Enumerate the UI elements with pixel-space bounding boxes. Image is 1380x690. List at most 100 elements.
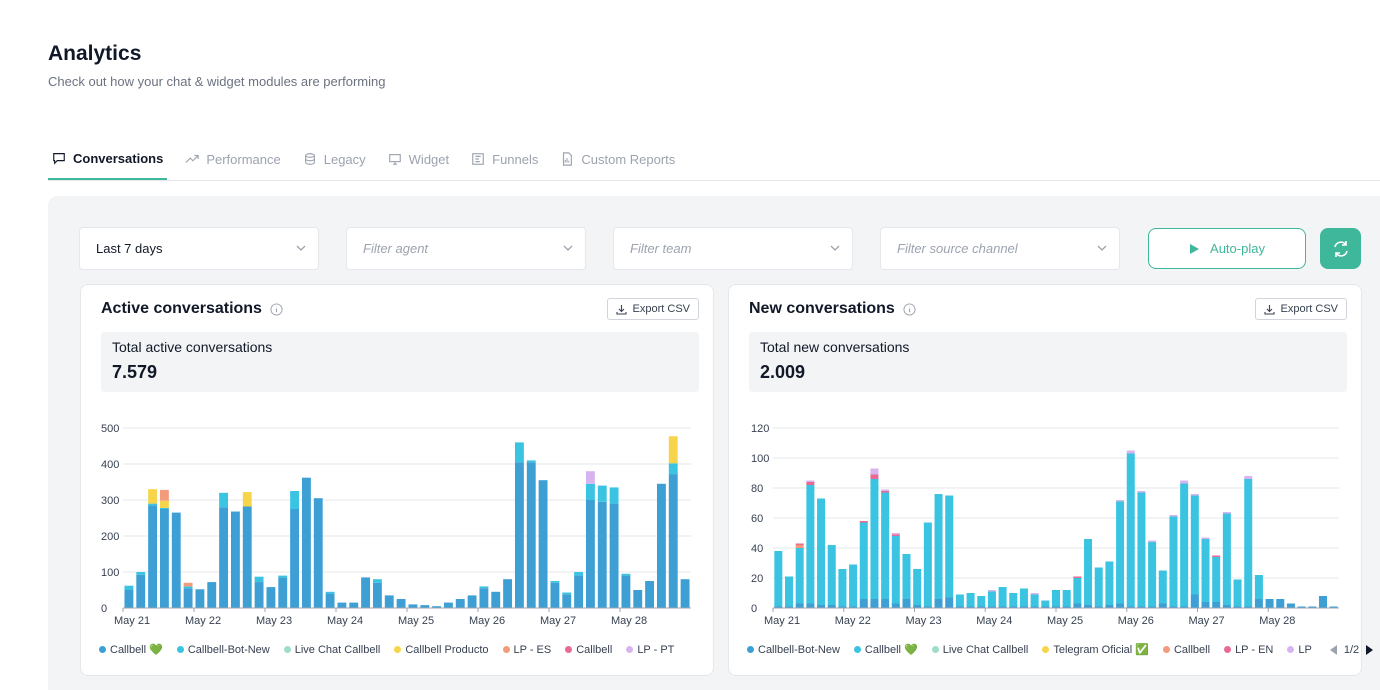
bar-segment[interactable] bbox=[870, 474, 879, 480]
legend-item[interactable]: Telegram Oficial ✅ bbox=[1042, 643, 1149, 656]
bar-segment[interactable] bbox=[1254, 575, 1263, 599]
bar-segment[interactable] bbox=[1222, 513, 1231, 606]
legend-item[interactable]: Callbell-Bot-New bbox=[747, 643, 840, 656]
bar-segment[interactable] bbox=[1180, 606, 1189, 609]
bar-segment[interactable] bbox=[645, 581, 655, 608]
bar-segment[interactable] bbox=[585, 471, 595, 484]
bar-segment[interactable] bbox=[656, 483, 666, 608]
bar-segment[interactable] bbox=[372, 579, 382, 583]
legend-item[interactable]: Callbell bbox=[565, 643, 612, 656]
bar-segment[interactable] bbox=[902, 599, 911, 608]
bar-segment[interactable] bbox=[597, 501, 607, 608]
bar-segment[interactable] bbox=[526, 462, 536, 608]
bar-segment[interactable] bbox=[1126, 450, 1135, 454]
bar-segment[interactable] bbox=[609, 487, 619, 504]
bar-segment[interactable] bbox=[1116, 603, 1125, 609]
bar-segment[interactable] bbox=[621, 573, 631, 576]
bar-segment[interactable] bbox=[1318, 596, 1327, 608]
bar-segment[interactable] bbox=[514, 442, 524, 463]
bar-segment[interactable] bbox=[207, 582, 217, 608]
bar-segment[interactable] bbox=[585, 483, 595, 500]
legend-item[interactable]: Callbell 💚 bbox=[99, 643, 163, 656]
bar-segment[interactable] bbox=[1073, 576, 1082, 579]
bar-segment[interactable] bbox=[870, 479, 879, 599]
bar-segment[interactable] bbox=[806, 482, 815, 485]
bar-segment[interactable] bbox=[254, 582, 264, 608]
bar-segment[interactable] bbox=[1169, 606, 1178, 609]
bar-segment[interactable] bbox=[945, 597, 954, 609]
bar-segment[interactable] bbox=[785, 606, 794, 609]
bar-segment[interactable] bbox=[1084, 539, 1093, 605]
bar-segment[interactable] bbox=[817, 498, 826, 606]
bar-segment[interactable] bbox=[859, 599, 868, 608]
prev-page-icon[interactable] bbox=[1329, 644, 1338, 655]
legend-item[interactable]: Callbell bbox=[1162, 643, 1210, 656]
bar-segment[interactable] bbox=[1105, 561, 1114, 606]
tab-custom-reports[interactable]: Custom Reports bbox=[556, 138, 679, 180]
bar-segment[interactable] bbox=[987, 591, 996, 607]
bar-segment[interactable] bbox=[955, 606, 964, 609]
bar-segment[interactable] bbox=[124, 585, 134, 590]
bar-segment[interactable] bbox=[1051, 606, 1061, 609]
refresh-button[interactable] bbox=[1320, 228, 1361, 269]
bar-segment[interactable] bbox=[1030, 593, 1039, 595]
bar-segment[interactable] bbox=[934, 494, 943, 599]
bar-segment[interactable] bbox=[1212, 557, 1221, 602]
bar-segment[interactable] bbox=[1286, 603, 1295, 609]
bar-segment[interactable] bbox=[774, 551, 783, 607]
bar-segment[interactable] bbox=[881, 492, 890, 600]
bar-segment[interactable] bbox=[795, 543, 804, 546]
autoplay-button[interactable]: Auto-play bbox=[1148, 228, 1306, 269]
bar-segment[interactable] bbox=[1041, 600, 1050, 607]
bar-segment[interactable] bbox=[1169, 515, 1178, 517]
bar-segment[interactable] bbox=[1148, 540, 1157, 543]
legend-item[interactable]: LP bbox=[1287, 643, 1312, 656]
bar-segment[interactable] bbox=[891, 536, 900, 604]
bar-segment[interactable] bbox=[827, 605, 836, 608]
tab-performance[interactable]: Performance bbox=[181, 138, 284, 180]
bar-segment[interactable] bbox=[998, 587, 1007, 607]
bar-segment[interactable] bbox=[242, 492, 252, 507]
bar-segment[interactable] bbox=[124, 590, 134, 608]
bar-segment[interactable] bbox=[891, 603, 900, 609]
bar-segment[interactable] bbox=[574, 575, 584, 608]
bar-segment[interactable] bbox=[290, 491, 300, 509]
bar-segment[interactable] bbox=[902, 554, 911, 599]
bar-segment[interactable] bbox=[479, 588, 489, 608]
bar-segment[interactable] bbox=[923, 522, 932, 607]
bar-segment[interactable] bbox=[633, 590, 643, 608]
bar-segment[interactable] bbox=[313, 498, 323, 608]
bar-segment[interactable] bbox=[1201, 602, 1210, 608]
bar-segment[interactable] bbox=[1062, 590, 1071, 607]
bar-segment[interactable] bbox=[1084, 605, 1093, 608]
bar-segment[interactable] bbox=[977, 596, 986, 607]
bar-segment[interactable] bbox=[1190, 494, 1199, 496]
bar-segment[interactable] bbox=[597, 485, 607, 502]
bar-segment[interactable] bbox=[849, 564, 858, 607]
bar-segment[interactable] bbox=[1222, 605, 1231, 608]
bar-segment[interactable] bbox=[562, 594, 572, 608]
bar-segment[interactable] bbox=[1148, 542, 1157, 607]
bar-segment[interactable] bbox=[1212, 555, 1221, 558]
filter-team-select[interactable]: Filter team bbox=[613, 227, 853, 270]
bar-segment[interactable] bbox=[1126, 606, 1135, 609]
export-csv-button[interactable]: Export CSV bbox=[606, 298, 699, 320]
bar-segment[interactable] bbox=[1126, 453, 1135, 607]
bar-segment[interactable] bbox=[455, 599, 465, 608]
bar-segment[interactable] bbox=[1073, 578, 1082, 604]
bar-segment[interactable] bbox=[195, 589, 205, 608]
legend-item[interactable]: Callbell 💚 bbox=[853, 643, 918, 656]
bar-segment[interactable] bbox=[838, 606, 847, 609]
bar-segment[interactable] bbox=[148, 503, 158, 506]
bar-segment[interactable] bbox=[1190, 495, 1199, 595]
bar-segment[interactable] bbox=[159, 507, 169, 509]
bar-segment[interactable] bbox=[817, 605, 826, 608]
legend-item[interactable]: Callbell-Bot-New bbox=[176, 643, 270, 656]
bar-segment[interactable] bbox=[325, 591, 335, 594]
bar-segment[interactable] bbox=[420, 605, 430, 608]
bar-segment[interactable] bbox=[1169, 516, 1178, 607]
bar-segment[interactable] bbox=[219, 507, 229, 608]
bar-segment[interactable] bbox=[891, 534, 900, 537]
bar-segment[interactable] bbox=[408, 604, 418, 608]
bar-segment[interactable] bbox=[396, 599, 406, 608]
